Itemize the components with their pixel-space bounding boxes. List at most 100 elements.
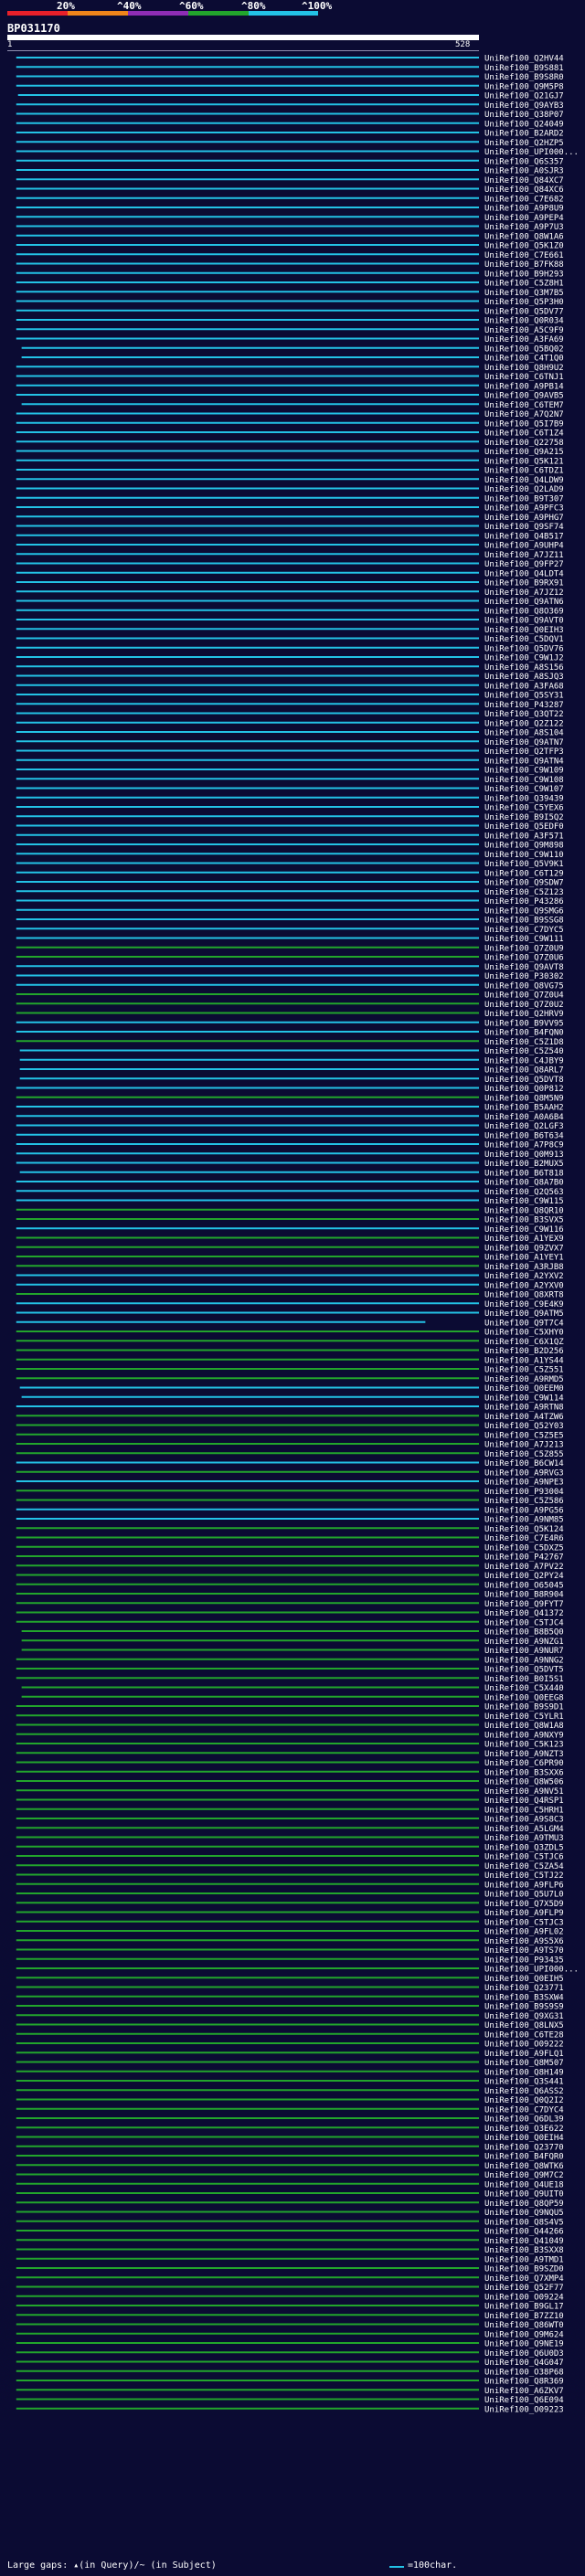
hit-label[interactable]: UniRef100_Q9NQU5 <box>484 2209 564 2218</box>
hit-label[interactable]: UniRef100_C6TNJ1 <box>484 373 564 382</box>
hit-label[interactable]: UniRef100_B2ARD2 <box>484 130 564 139</box>
hit-label[interactable]: UniRef100_C7DYC5 <box>484 926 564 935</box>
hit-label[interactable]: UniRef100_Q8R369 <box>484 2378 564 2387</box>
hit-label[interactable]: UniRef100_Q9M624 <box>484 2330 564 2339</box>
hit-label[interactable]: UniRef100_UPI000... <box>484 1966 579 1975</box>
hit-label[interactable]: UniRef100_Q5DV76 <box>484 644 564 653</box>
hit-label[interactable]: UniRef100_B9S8R0 <box>484 73 564 82</box>
hit-label[interactable]: UniRef100_C5TJC6 <box>484 1853 564 1862</box>
hit-label[interactable]: UniRef100_Q8ARL7 <box>484 1066 564 1076</box>
hit-label[interactable]: UniRef100_B8B5Q0 <box>484 1628 564 1638</box>
hit-label[interactable]: UniRef100_Q9ATN7 <box>484 738 564 747</box>
hit-label[interactable]: UniRef100_A9NZT3 <box>484 1750 564 1759</box>
hit-label[interactable]: UniRef100_B9GL17 <box>484 2303 564 2312</box>
hit-label[interactable]: UniRef100_A9RMD5 <box>484 1375 564 1384</box>
hit-label[interactable]: UniRef100_A7P8C9 <box>484 1141 564 1150</box>
hit-label[interactable]: UniRef100_B6T634 <box>484 1131 564 1140</box>
hit-label[interactable]: UniRef100_A9NM85 <box>484 1516 564 1525</box>
hit-label[interactable]: UniRef100_Q9SMG6 <box>484 906 564 916</box>
hit-label[interactable]: UniRef100_Q0P812 <box>484 1085 564 1094</box>
hit-label[interactable]: UniRef100_A0A6B4 <box>484 1113 564 1122</box>
hit-label[interactable]: UniRef100_Q5DVT8 <box>484 1076 564 1085</box>
hit-label[interactable]: UniRef100_B2MUX5 <box>484 1160 564 1169</box>
hit-label[interactable]: UniRef100_Q9M5P8 <box>484 82 564 91</box>
hit-label[interactable]: UniRef100_Q2PY24 <box>484 1572 564 1581</box>
hit-label[interactable]: UniRef100_Q4LDW9 <box>484 476 564 485</box>
hit-label[interactable]: UniRef100_A5LGM4 <box>484 1825 564 1834</box>
hit-label[interactable]: UniRef100_Q0EEM0 <box>484 1384 564 1394</box>
hit-label[interactable]: UniRef100_Q9M898 <box>484 842 564 851</box>
hit-label[interactable]: UniRef100_C6TEM7 <box>484 401 564 410</box>
hit-label[interactable]: UniRef100_Q5K124 <box>484 1525 564 1534</box>
hit-label[interactable]: UniRef100_Q39439 <box>484 794 564 803</box>
hit-label[interactable]: UniRef100_B9H293 <box>484 270 564 279</box>
hit-label[interactable]: UniRef100_C6T129 <box>484 869 564 878</box>
hit-label[interactable]: UniRef100_A9PB14 <box>484 382 564 391</box>
hit-label[interactable]: UniRef100_A9RVG3 <box>484 1468 564 1478</box>
hit-label[interactable]: UniRef100_Q9SF74 <box>484 523 564 532</box>
hit-label[interactable]: UniRef100_Q5P3H0 <box>484 298 564 307</box>
hit-label[interactable]: UniRef100_A9TMU3 <box>484 1834 564 1843</box>
hit-label[interactable]: UniRef100_Q0EEG8 <box>484 1693 564 1702</box>
hit-label[interactable]: UniRef100_Q9AVT8 <box>484 963 564 972</box>
hit-label[interactable]: UniRef100_O09222 <box>484 2041 564 2050</box>
hit-label[interactable]: UniRef100_C9W114 <box>484 1394 564 1403</box>
hit-label[interactable]: UniRef100_A9UHP4 <box>484 542 564 551</box>
hit-label[interactable]: UniRef100_Q5BQ02 <box>484 345 564 354</box>
hit-label[interactable]: UniRef100_Q3S441 <box>484 2078 564 2087</box>
hit-label[interactable]: UniRef100_Q24049 <box>484 120 564 129</box>
hit-label[interactable]: UniRef100_P30302 <box>484 972 564 981</box>
hit-label[interactable]: UniRef100_C5Z540 <box>484 1047 564 1056</box>
hit-label[interactable]: UniRef100_Q9XG31 <box>484 2012 564 2021</box>
hit-label[interactable]: UniRef100_C5K123 <box>484 1741 564 1750</box>
hit-label[interactable]: UniRef100_Q0EIH5 <box>484 1975 564 1984</box>
hit-label[interactable]: UniRef100_C4T1Q0 <box>484 355 564 364</box>
hit-label[interactable]: UniRef100_Q2Z122 <box>484 719 564 728</box>
hit-label[interactable]: UniRef100_A7Q2N7 <box>484 410 564 419</box>
hit-label[interactable]: UniRef100_Q8VG75 <box>484 981 564 991</box>
hit-label[interactable]: UniRef100_A2YXV0 <box>484 1281 564 1290</box>
hit-label[interactable]: UniRef100_Q5V9K1 <box>484 860 564 869</box>
hit-label[interactable]: UniRef100_B9VV95 <box>484 1019 564 1028</box>
hit-label[interactable]: UniRef100_B9S9S9 <box>484 2003 564 2012</box>
hit-label[interactable]: UniRef100_Q8M5N9 <box>484 1094 564 1103</box>
hit-label[interactable]: UniRef100_B7ZZ10 <box>484 2312 564 2321</box>
hit-label[interactable]: UniRef100_Q21GJ7 <box>484 92 564 101</box>
hit-label[interactable]: UniRef100_Q3ZDL5 <box>484 1843 564 1852</box>
hit-label[interactable]: UniRef100_C5XHY0 <box>484 1329 564 1338</box>
hit-label[interactable]: UniRef100_Q4RSP1 <box>484 1797 564 1806</box>
hit-label[interactable]: UniRef100_Q44266 <box>484 2228 564 2237</box>
hit-label[interactable]: UniRef100_A3F571 <box>484 832 564 841</box>
hit-label[interactable]: UniRef100_Q4LDT4 <box>484 569 564 578</box>
hit-label[interactable]: UniRef100_C9W115 <box>484 1197 564 1206</box>
hit-label[interactable]: UniRef100_A1YEY1 <box>484 1254 564 1263</box>
hit-label[interactable]: UniRef100_C7E4R6 <box>484 1534 564 1543</box>
hit-label[interactable]: UniRef100_Q8W1A6 <box>484 232 564 241</box>
hit-label[interactable]: UniRef100_Q8S4V5 <box>484 2218 564 2227</box>
hit-label[interactable]: UniRef100_B9S9D1 <box>484 1703 564 1712</box>
hit-label[interactable]: UniRef100_Q86WT0 <box>484 2321 564 2330</box>
hit-label[interactable]: UniRef100_Q5K1Z0 <box>484 242 564 251</box>
hit-label[interactable]: UniRef100_Q7Z0U6 <box>484 954 564 963</box>
hit-label[interactable]: UniRef100_C6T1Z4 <box>484 429 564 439</box>
hit-label[interactable]: UniRef100_Q9AYB3 <box>484 101 564 111</box>
hit-label[interactable]: UniRef100_B2D256 <box>484 1347 564 1356</box>
hit-label[interactable]: UniRef100_Q9SDW7 <box>484 879 564 888</box>
hit-label[interactable]: UniRef100_Q2LAD9 <box>484 485 564 494</box>
hit-label[interactable]: UniRef100_Q6S357 <box>484 157 564 166</box>
hit-label[interactable]: UniRef100_B3SXW4 <box>484 1993 564 2002</box>
hit-label[interactable]: UniRef100_A9PEP4 <box>484 214 564 223</box>
hit-label[interactable]: UniRef100_C5Z123 <box>484 888 564 897</box>
hit-label[interactable]: UniRef100_A3FA68 <box>484 682 564 691</box>
hit-label[interactable]: UniRef100_Q2HZP5 <box>484 139 564 148</box>
hit-label[interactable]: UniRef100_Q2Q563 <box>484 1188 564 1197</box>
hit-label[interactable]: UniRef100_Q6ASS2 <box>484 2087 564 2096</box>
hit-label[interactable]: UniRef100_Q8O369 <box>484 607 564 616</box>
hit-label[interactable]: UniRef100_A9TS70 <box>484 1946 564 1956</box>
hit-label[interactable]: UniRef100_Q9NE19 <box>484 2340 564 2349</box>
hit-label[interactable]: UniRef100_Q0M913 <box>484 1150 564 1160</box>
hit-label[interactable]: UniRef100_C5Z586 <box>484 1497 564 1506</box>
hit-label[interactable]: UniRef100_A8S156 <box>484 663 564 673</box>
hit-label[interactable]: UniRef100_Q5EDF0 <box>484 822 564 832</box>
hit-label[interactable]: UniRef100_B0I5S1 <box>484 1675 564 1684</box>
